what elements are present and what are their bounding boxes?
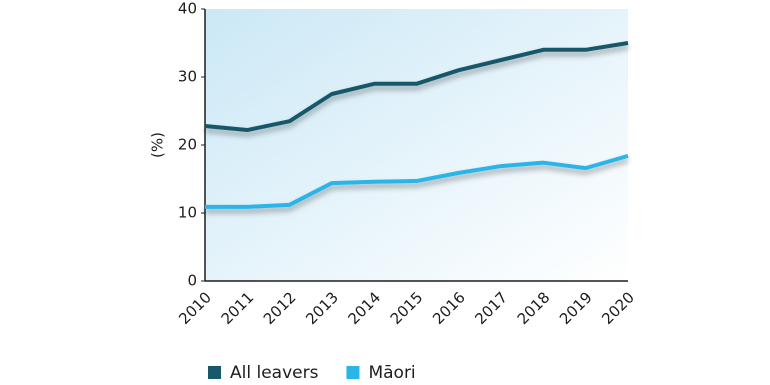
y-tick-label: 30 <box>178 68 197 86</box>
legend-swatch <box>208 366 221 379</box>
legend-label: Māori <box>368 363 415 383</box>
x-tick-label: 2014 <box>344 288 384 328</box>
x-tick-label: 2020 <box>598 288 638 328</box>
legend-swatch <box>346 366 360 379</box>
y-tick-label: 0 <box>187 272 197 290</box>
y-tick-label: 20 <box>178 136 197 154</box>
x-tick-label: 2012 <box>260 288 300 328</box>
x-tick-label: 2019 <box>556 288 596 328</box>
x-tick-label: 2018 <box>514 288 554 328</box>
series-line <box>204 41 629 133</box>
series-line <box>205 153 629 209</box>
y-tick-label: 40 <box>178 0 197 18</box>
x-tick-label: 2013 <box>302 288 342 328</box>
x-tick-label: 2010 <box>175 288 215 328</box>
x-tick-label: 2011 <box>218 288 258 328</box>
legend-label: All leavers <box>230 363 319 383</box>
x-tick-label: 2016 <box>429 288 469 328</box>
x-tick-label: 2015 <box>387 288 427 328</box>
y-tick-label: 10 <box>178 204 197 222</box>
y-axis-label: (%) <box>149 132 167 158</box>
plot-area <box>205 9 628 281</box>
x-tick-label: 2017 <box>471 288 511 328</box>
